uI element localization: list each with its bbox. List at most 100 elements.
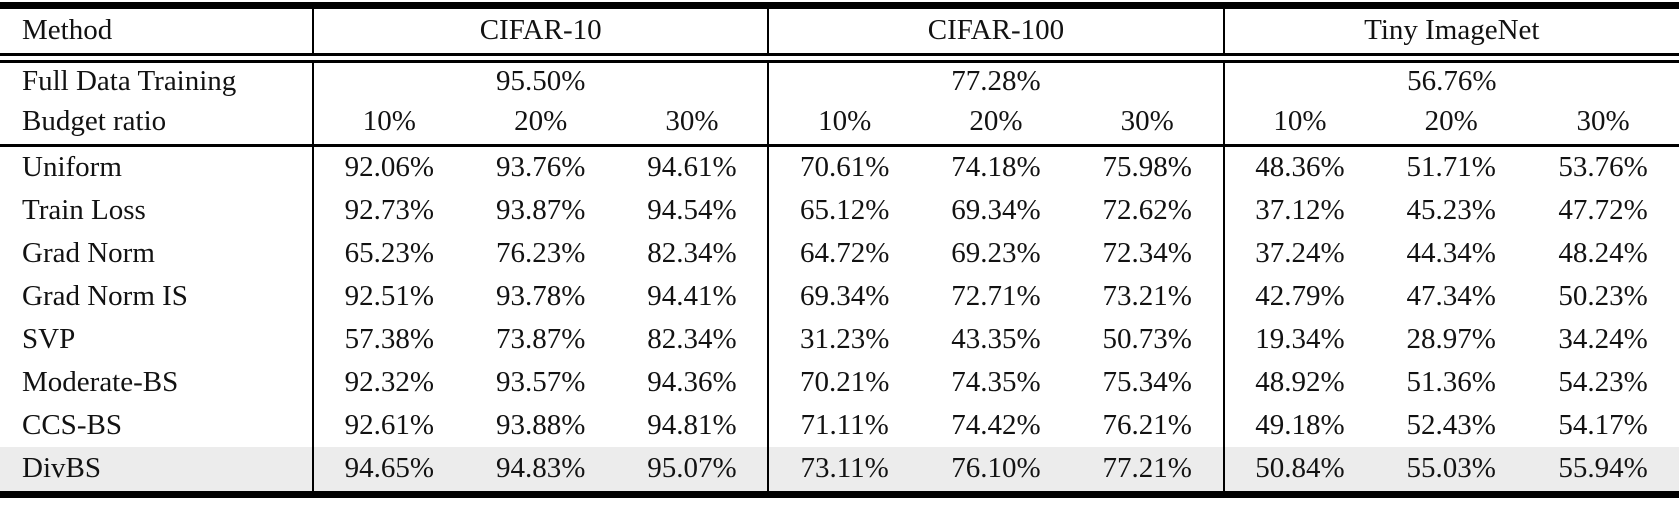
value-cell: 73.11% (767, 446, 921, 495)
value-cell: 76.10% (951, 452, 1041, 485)
full-data-value-cifar10: 95.50% (311, 57, 769, 100)
value-cell: 94.36% (647, 365, 737, 398)
value-cell: 65.12% (767, 188, 921, 232)
column-header-cifar100: CIFAR-100 (767, 5, 1224, 63)
table-row-ccs-bs: CCS-BS 92.61% 93.88% 94.81% 71.11% 74.42… (0, 403, 1679, 447)
value-cell: 82.34% (647, 322, 737, 355)
value-cell: 71.11% (767, 403, 921, 447)
value-cell: 43.35% (951, 322, 1041, 355)
value-cell: 48.24% (1558, 236, 1648, 269)
budget-header: 10% (767, 99, 921, 147)
value-cell: 37.12% (1222, 188, 1376, 232)
value-cell: 93.76% (495, 151, 586, 184)
value-cell: 95.07% (647, 452, 737, 485)
column-header-method: Method (0, 5, 313, 63)
results-table: Method CIFAR-10 CIFAR-100 Tiny ImageNet … (0, 2, 1679, 498)
value-cell: 55.94% (1558, 452, 1648, 485)
budget-ratio-label: Budget ratio (0, 99, 313, 147)
budget-header: 30% (1071, 99, 1224, 147)
value-cell: 28.97% (1406, 322, 1496, 355)
column-header-tiny-imagenet: Tiny ImageNet (1222, 5, 1679, 63)
table-row-train-loss: Train Loss 92.73% 93.87% 94.54% 65.12% 6… (0, 188, 1679, 232)
value-cell: 76.23% (495, 236, 586, 269)
value-cell: 37.24% (1222, 231, 1376, 275)
value-cell: 93.57% (495, 365, 586, 398)
value-cell: 75.34% (1102, 365, 1192, 398)
value-cell: 51.36% (1406, 365, 1496, 398)
value-cell: 73.87% (495, 322, 586, 355)
value-cell: 65.23% (312, 231, 465, 275)
value-cell: 75.98% (1102, 151, 1192, 184)
full-data-training-row: Full Data Training 95.50% 77.28% 56.76% (0, 57, 1679, 100)
value-cell: 69.23% (951, 236, 1041, 269)
value-cell: 64.72% (767, 231, 921, 275)
value-cell: 76.21% (1102, 408, 1192, 441)
budget-header: 10% (312, 99, 465, 147)
value-cell: 74.42% (951, 408, 1041, 441)
method-name: Train Loss (22, 193, 146, 226)
budget-header: 20% (1375, 99, 1528, 147)
value-cell: 42.79% (1222, 274, 1376, 318)
table-row-uniform: Uniform 92.06% 93.76% 94.61% 70.61% 74.1… (0, 145, 1679, 189)
value-cell: 70.21% (767, 360, 921, 404)
method-name: SVP (22, 322, 76, 355)
budget-header: 30% (1527, 99, 1679, 147)
full-data-value-tiny-imagenet: 56.76% (1222, 57, 1679, 100)
value-cell: 93.78% (495, 279, 586, 312)
value-cell: 50.73% (1102, 322, 1192, 355)
value-cell: 44.34% (1406, 236, 1496, 269)
table-row-divbs-highlighted: DivBS 94.65% 94.83% 95.07% 73.11% 76.10%… (0, 446, 1679, 495)
value-cell: 31.23% (767, 317, 921, 361)
value-cell: 54.23% (1558, 365, 1648, 398)
value-cell: 47.34% (1406, 279, 1496, 312)
value-cell: 54.17% (1558, 408, 1648, 441)
value-cell: 57.38% (312, 317, 465, 361)
value-cell: 19.34% (1222, 317, 1376, 361)
value-cell: 94.83% (495, 452, 586, 485)
value-cell: 69.34% (767, 274, 921, 318)
value-cell: 94.65% (312, 446, 465, 495)
column-header-cifar10: CIFAR-10 (311, 5, 769, 63)
value-cell: 92.73% (312, 188, 465, 232)
method-name: CCS-BS (22, 408, 122, 441)
value-cell: 45.23% (1406, 193, 1496, 226)
value-cell: 49.18% (1222, 403, 1376, 447)
method-name: Moderate-BS (22, 365, 179, 398)
table-row-grad-norm-is: Grad Norm IS 92.51% 93.78% 94.41% 69.34%… (0, 274, 1679, 318)
value-cell: 50.84% (1222, 446, 1376, 495)
full-data-value-cifar100: 77.28% (767, 57, 1224, 100)
value-cell: 92.61% (312, 403, 465, 447)
value-cell: 74.18% (951, 151, 1041, 184)
value-cell: 94.41% (647, 279, 737, 312)
table-row-svp: SVP 57.38% 73.87% 82.34% 31.23% 43.35% 5… (0, 317, 1679, 361)
value-cell: 34.24% (1558, 322, 1648, 355)
budget-header: 20% (920, 99, 1072, 147)
budget-header: 20% (464, 99, 617, 147)
value-cell: 92.06% (312, 145, 465, 189)
full-data-label: Full Data Training (22, 64, 237, 97)
value-cell: 70.61% (767, 145, 921, 189)
value-cell: 74.35% (951, 365, 1041, 398)
value-cell: 72.62% (1102, 193, 1192, 226)
value-cell: 72.71% (951, 279, 1041, 312)
value-cell: 48.92% (1222, 360, 1376, 404)
value-cell: 53.76% (1558, 151, 1648, 184)
method-name: Uniform (22, 151, 122, 184)
value-cell: 51.71% (1406, 151, 1496, 184)
header-row: Method CIFAR-10 CIFAR-100 Tiny ImageNet (0, 5, 1679, 63)
value-cell: 47.72% (1558, 193, 1648, 226)
value-cell: 50.23% (1558, 279, 1648, 312)
budget-header: 10% (1222, 99, 1376, 147)
budget-header: 30% (616, 99, 769, 147)
budget-ratio-row: Budget ratio 10% 20% 30% 10% 20% 30% 10%… (0, 99, 1679, 147)
value-cell: 93.88% (495, 408, 586, 441)
value-cell: 73.21% (1102, 279, 1192, 312)
method-name: Grad Norm IS (22, 279, 188, 312)
value-cell: 55.03% (1406, 452, 1496, 485)
value-cell: 93.87% (495, 193, 586, 226)
value-cell: 92.32% (312, 360, 465, 404)
method-name: DivBS (22, 452, 101, 485)
value-cell: 82.34% (647, 236, 737, 269)
value-cell: 94.61% (647, 151, 737, 184)
